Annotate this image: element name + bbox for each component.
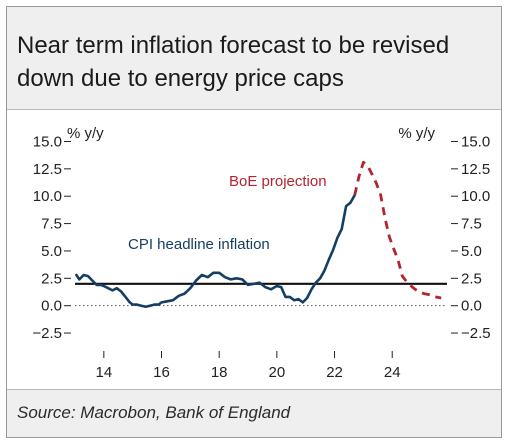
left-y-tick-label: 15.0: [33, 133, 62, 150]
chart-title: Near term inflation forecast to be revis…: [17, 32, 450, 92]
right-y-axis: % y/y 15.0 12.5 10.0 7.5 5.0 2.5 0.0 −2.5: [398, 125, 490, 342]
title-area: Near term inflation forecast to be revis…: [7, 7, 501, 110]
right-y-tick-label: 7.5: [461, 216, 482, 233]
x-tick-label: 22: [326, 364, 343, 381]
right-y-tick-label: 2.5: [461, 270, 482, 287]
cpi-headline-line: [75, 193, 357, 309]
right-y-unit: % y/y: [398, 125, 435, 142]
source-note: Source: Macrobon, Bank of England: [17, 403, 291, 422]
x-tick-label: 14: [95, 364, 112, 381]
left-y-tick-label: 5.0: [41, 243, 62, 260]
right-y-tick-label: −2.5: [461, 325, 491, 342]
right-y-tick-label: 0.0: [461, 298, 482, 315]
right-y-tick-label: 10.0: [461, 188, 490, 205]
left-y-tick-label: 10.0: [33, 188, 62, 205]
x-tick-label: 20: [269, 364, 286, 381]
line-chart: % y/y 15.0 12.5 10.0 7.5 5.0 2.5 0.0 −2.5 % y/y…: [32, 125, 490, 381]
source-area: Source: Macrobon, Bank of England: [7, 389, 501, 437]
cpi-headline-label: CPI headline inflation: [128, 236, 270, 253]
annotations: CPI headline inflation BoE projection: [128, 173, 327, 253]
right-y-tick-label: 15.0: [461, 133, 490, 150]
boe-projection-line: [353, 160, 442, 300]
left-y-axis: % y/y 15.0 12.5 10.0 7.5 5.0 2.5 0.0 −2.5: [32, 125, 104, 342]
chart-panel: Near term inflation forecast to be revis…: [6, 6, 502, 438]
boe-projection-label: BoE projection: [229, 173, 327, 190]
left-y-tick-label: −2.5: [32, 325, 62, 342]
left-y-tick-label: 0.0: [41, 298, 62, 315]
left-y-tick-label: 2.5: [41, 270, 62, 287]
left-y-tick-label: 12.5: [33, 161, 62, 178]
x-tick-label: 24: [384, 364, 401, 381]
right-y-tick-label: 5.0: [461, 243, 482, 260]
x-tick-label: 16: [153, 364, 170, 381]
x-axis: 14 16 18 20 22 24: [95, 351, 401, 381]
right-y-tick-label: 12.5: [461, 161, 490, 178]
series-lines: [75, 160, 442, 309]
x-tick-label: 18: [211, 364, 228, 381]
left-y-unit: % y/y: [67, 125, 104, 142]
left-y-tick-label: 7.5: [41, 216, 62, 233]
